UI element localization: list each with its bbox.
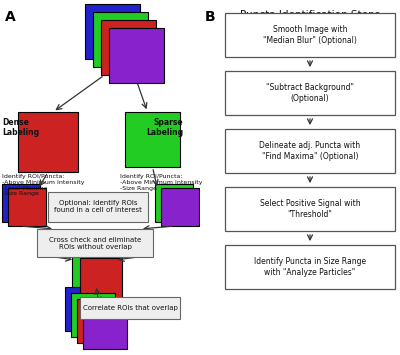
- Bar: [71, 293, 115, 337]
- Text: Identify Puncta in Size Range
with "Analyze Particles": Identify Puncta in Size Range with "Anal…: [254, 257, 366, 277]
- Text: Sparse
Labeling: Sparse Labeling: [146, 118, 183, 137]
- Text: Smooth Image with
"Median Blur" (Optional): Smooth Image with "Median Blur" (Optiona…: [263, 25, 357, 45]
- FancyBboxPatch shape: [225, 245, 395, 289]
- Text: Dense
Labeling: Dense Labeling: [2, 118, 39, 137]
- Text: Correlate ROIs that overlap: Correlate ROIs that overlap: [82, 305, 178, 311]
- FancyBboxPatch shape: [38, 229, 152, 257]
- FancyBboxPatch shape: [225, 187, 395, 231]
- Text: Optional: Identify ROIs
found in a cell of interest: Optional: Identify ROIs found in a cell …: [54, 201, 142, 213]
- Text: Identify ROI/Puncta:
-Above Minimum Intensity
-Size Range: Identify ROI/Puncta: -Above Minimum Inte…: [120, 174, 202, 191]
- Bar: [18, 112, 78, 172]
- Text: Cross check and eliminate
ROIs without overlap: Cross check and eliminate ROIs without o…: [49, 236, 141, 250]
- Bar: [80, 258, 122, 300]
- Bar: [8, 188, 46, 226]
- Bar: [85, 4, 140, 59]
- Text: Delineate adj. Puncta with
"Find Maxima" (Optional): Delineate adj. Puncta with "Find Maxima"…: [260, 141, 360, 161]
- FancyBboxPatch shape: [225, 13, 395, 57]
- Bar: [155, 184, 193, 222]
- Bar: [83, 305, 127, 349]
- Bar: [109, 28, 164, 83]
- Bar: [72, 253, 114, 295]
- Bar: [2, 184, 40, 222]
- Text: Identify ROI/Puncta:
-Above Minimum Intensity
-Local Maxima
-Size Range: Identify ROI/Puncta: -Above Minimum Inte…: [2, 174, 84, 196]
- Text: Puncta Identification Steps: Puncta Identification Steps: [240, 10, 380, 20]
- Bar: [125, 112, 180, 167]
- Text: A: A: [5, 10, 16, 24]
- Bar: [101, 20, 156, 75]
- Bar: [93, 12, 148, 67]
- Text: "Subtract Background"
(Optional): "Subtract Background" (Optional): [266, 83, 354, 103]
- Text: B: B: [205, 10, 216, 24]
- Bar: [65, 287, 109, 331]
- Bar: [161, 188, 199, 226]
- FancyBboxPatch shape: [80, 297, 180, 319]
- Text: Select Positive Signal with
"Threshold": Select Positive Signal with "Threshold": [260, 199, 360, 219]
- FancyBboxPatch shape: [48, 192, 148, 222]
- FancyBboxPatch shape: [225, 129, 395, 173]
- Bar: [77, 299, 121, 343]
- FancyBboxPatch shape: [225, 71, 395, 115]
